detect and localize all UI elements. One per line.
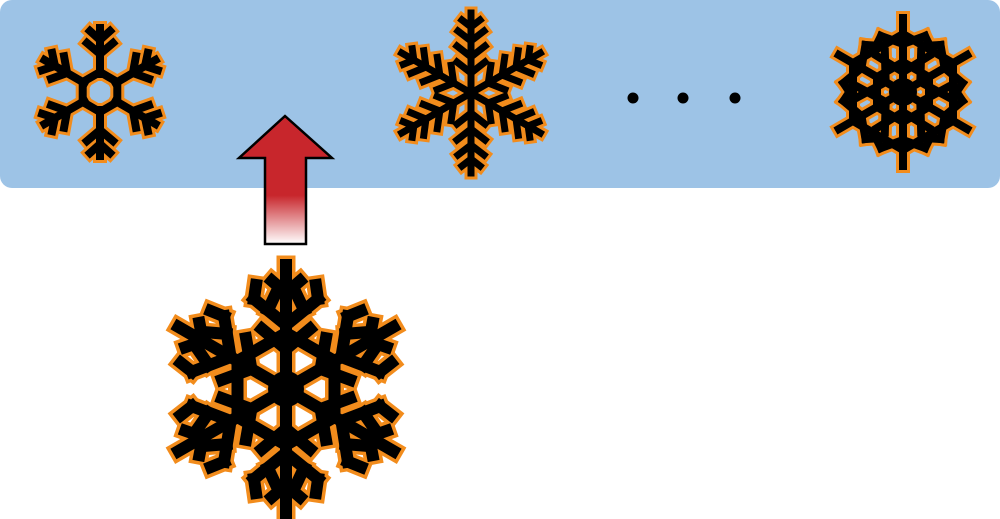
ellipsis-dot [729, 92, 741, 104]
dense-star-snowflake-icon [824, 18, 982, 166]
up-arrow-icon [235, 114, 336, 246]
ellipsis-dot [677, 92, 689, 104]
ellipsis-dots [627, 92, 741, 104]
large-dendrite-snowflake-icon [163, 265, 410, 513]
ellipsis-dot [627, 92, 639, 104]
